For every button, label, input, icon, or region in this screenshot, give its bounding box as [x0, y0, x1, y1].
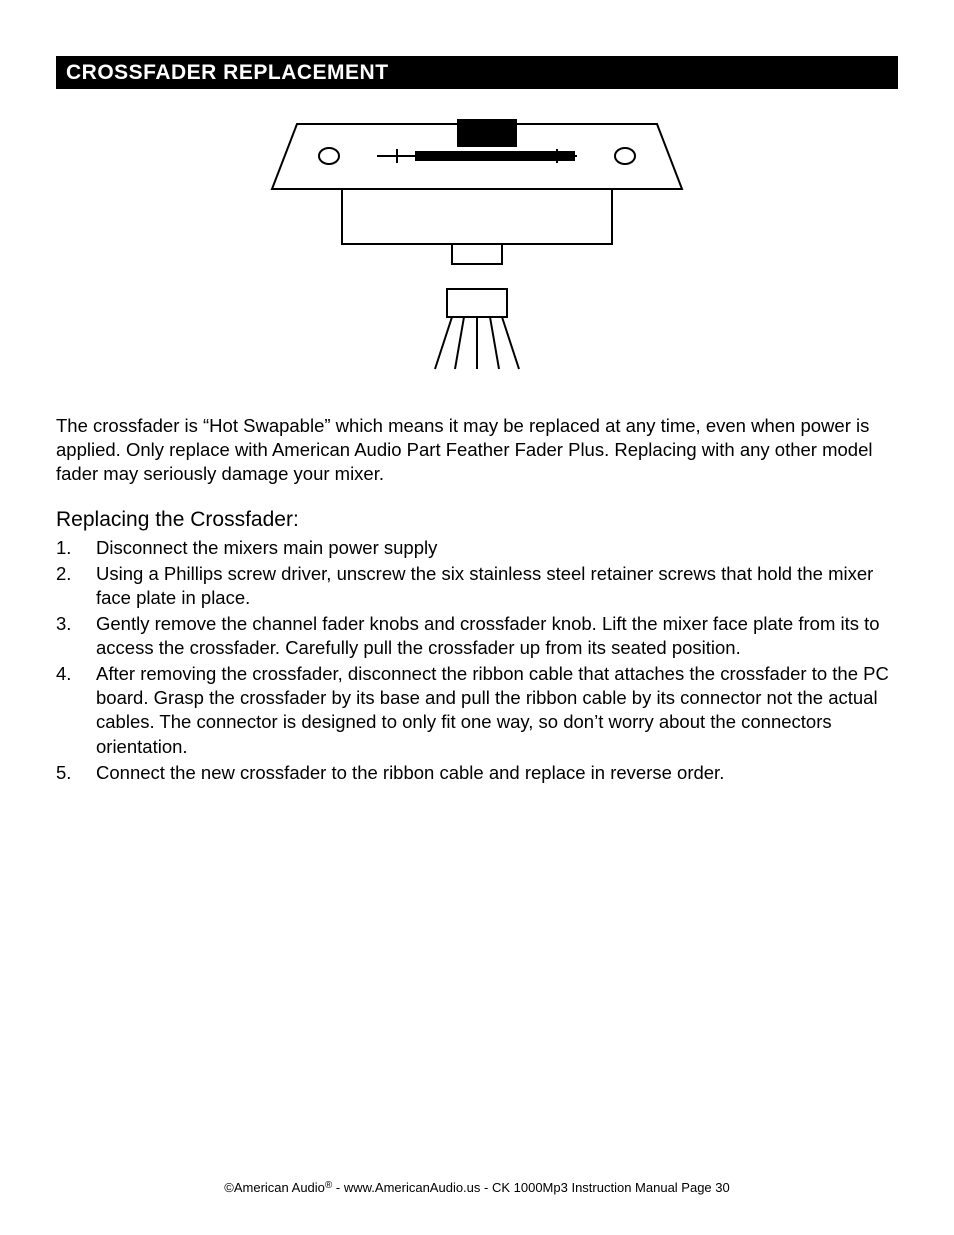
footer-sep-1: -: [332, 1180, 344, 1195]
step-item: 1.Disconnect the mixers main power suppl…: [56, 536, 898, 560]
copyright-symbol: ©: [224, 1180, 234, 1195]
step-number: 1.: [56, 536, 96, 560]
steps-list: 1.Disconnect the mixers main power suppl…: [56, 536, 898, 784]
step-number: 3.: [56, 612, 96, 660]
footer-sep-2: -: [480, 1180, 492, 1195]
section-header: CROSSFADER REPLACEMENT: [56, 56, 898, 89]
intro-paragraph: The crossfader is “Hot Swapable” which m…: [56, 414, 898, 486]
step-item: 3.Gently remove the channel fader knobs …: [56, 612, 898, 660]
page-footer: ©American Audio® - www.AmericanAudio.us …: [0, 1180, 954, 1195]
step-number: 4.: [56, 662, 96, 758]
step-text: Connect the new crossfader to the ribbon…: [96, 761, 898, 785]
footer-brand: American Audio: [234, 1180, 325, 1195]
step-item: 5.Connect the new crossfader to the ribb…: [56, 761, 898, 785]
step-text: Using a Phillips screw driver, unscrew t…: [96, 562, 898, 610]
footer-url: www.AmericanAudio.us: [344, 1180, 481, 1195]
step-text: After removing the crossfader, disconnec…: [96, 662, 898, 758]
step-number: 5.: [56, 761, 96, 785]
footer-manual: CK 1000Mp3 Instruction Manual Page 30: [492, 1180, 730, 1195]
step-item: 4.After removing the crossfader, disconn…: [56, 662, 898, 758]
step-text: Disconnect the mixers main power supply: [96, 536, 898, 560]
replacing-subheading: Replacing the Crossfader:: [56, 508, 898, 532]
step-text: Gently remove the channel fader knobs an…: [96, 612, 898, 660]
step-item: 2.Using a Phillips screw driver, unscrew…: [56, 562, 898, 610]
crossfader-diagram: [56, 119, 898, 384]
step-number: 2.: [56, 562, 96, 610]
